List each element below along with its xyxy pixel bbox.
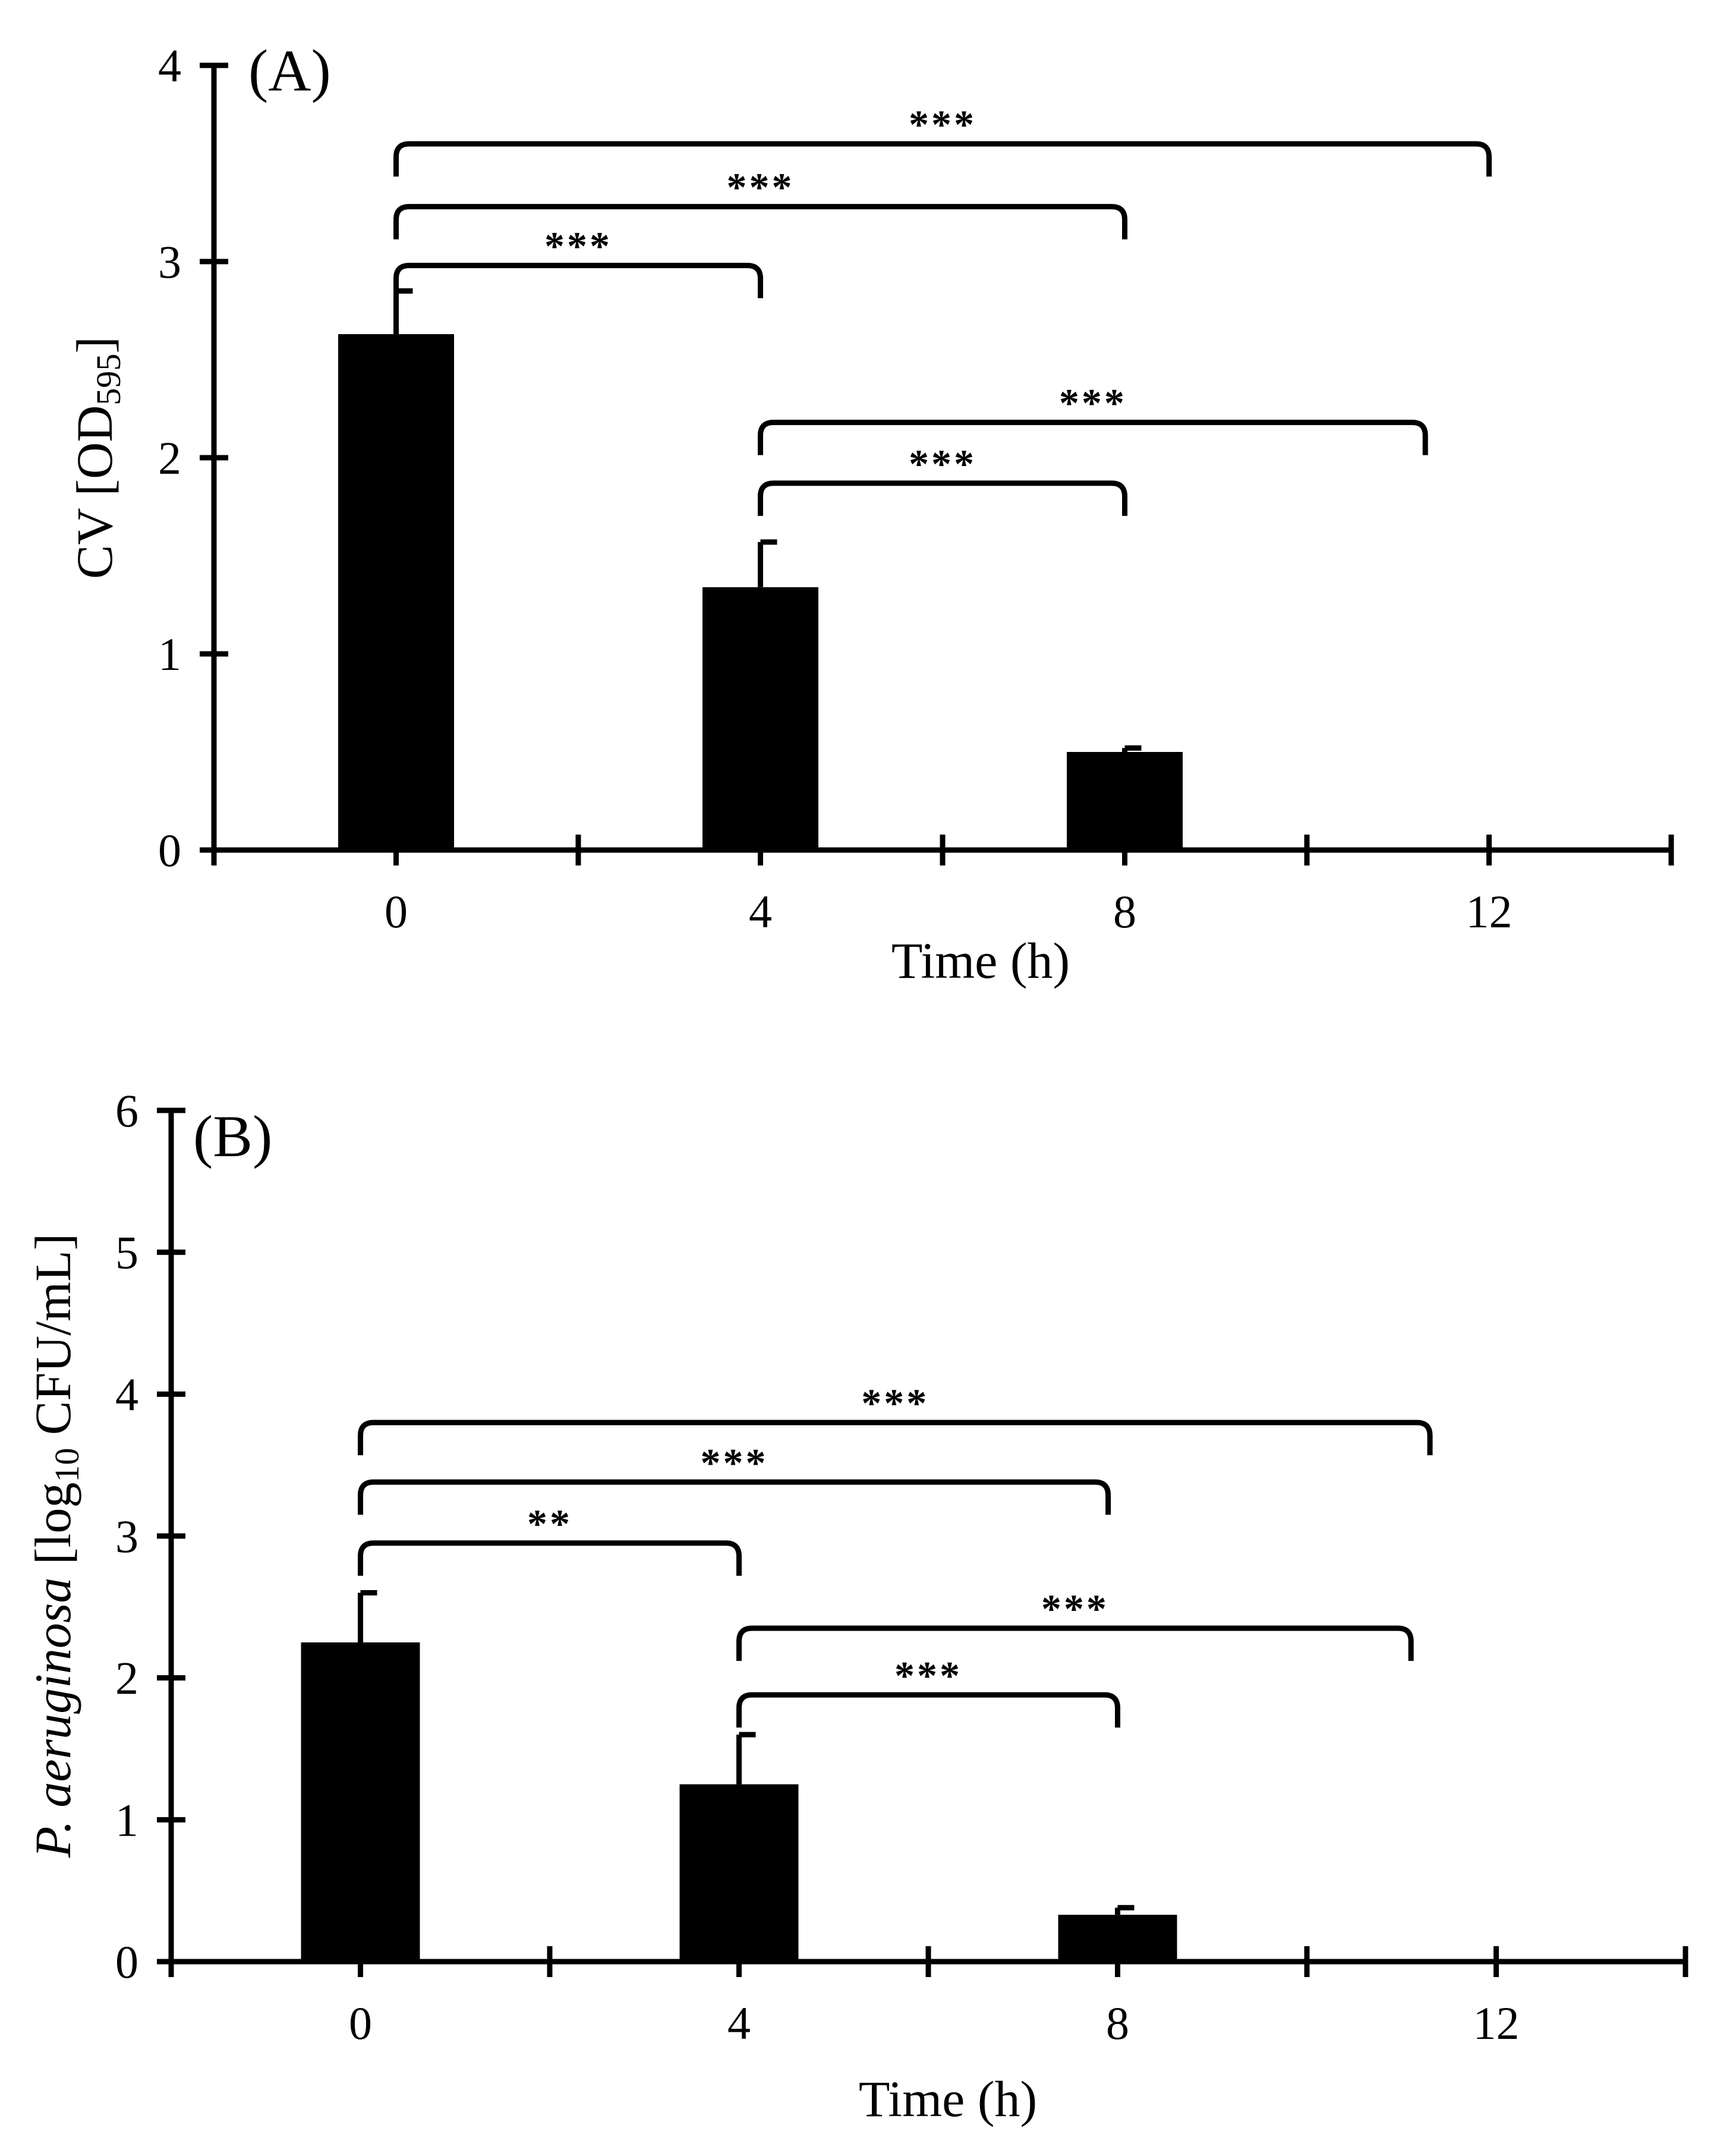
panel-a-x-tick-label-0: 0 (385, 886, 408, 937)
panel-b-significance-line-2 (358, 1479, 1111, 1515)
panel-a-significance-label-3: *** (544, 224, 612, 269)
panel-b-bar-0h (301, 1642, 420, 1962)
panel-b-significance-label-3: ** (527, 1501, 572, 1546)
panel-b-significance-bracket-1: *** (358, 1380, 1433, 1456)
panel-b-significance-line-4 (736, 1625, 1414, 1661)
panel-a-significance-bracket-1: *** (393, 102, 1492, 177)
panel-b-y-tick-label-2: 2 (115, 1653, 138, 1704)
panel-b-significance-line-3 (358, 1540, 742, 1576)
panel-a-y-tick-label-4: 4 (158, 40, 181, 92)
panel-b-significance-bracket-2: *** (358, 1440, 1111, 1515)
panel-a-bar-4h (702, 587, 818, 850)
panel-a-y-tick-label-3: 3 (158, 236, 181, 288)
panel-b-label: (B) (193, 1103, 272, 1169)
panel-b-significance-line-1 (358, 1420, 1433, 1456)
panel-b-y-tick-label-5: 5 (115, 1227, 138, 1279)
panel-a-significance-label-5: *** (909, 441, 976, 486)
panel-a-error-bar-4h (758, 539, 777, 587)
panel-a-significance-line-5 (758, 480, 1127, 516)
panel-a-significance-label-4: *** (1059, 380, 1127, 426)
panel-b-significance-bracket-5: *** (736, 1653, 1120, 1728)
panel-a-bar-0h (338, 334, 454, 850)
panel-b-x-tick-label-8: 8 (1106, 1997, 1129, 2049)
panel-b-x-tick-label-0: 0 (349, 1997, 372, 2049)
panel-b-error-bar-4h (736, 1732, 756, 1784)
panel-a-bar-8h (1067, 752, 1183, 850)
panel-a-significance-line-1 (393, 141, 1492, 177)
panel-a-significance-bracket-5: *** (758, 441, 1127, 516)
panel-b-significance-label-5: *** (894, 1653, 962, 1698)
panel-b-y-tick-label-0: 0 (115, 1936, 138, 1988)
panel-b-y-tick-label-6: 6 (115, 1085, 138, 1137)
panel-b-error-bar-0h (358, 1590, 377, 1642)
panel-a-significance-bracket-4: *** (758, 380, 1428, 455)
panel-a-significance-bracket-2: *** (393, 165, 1127, 240)
panel-a-significance-line-2 (393, 204, 1127, 240)
panel-b-significance-line-5 (736, 1692, 1120, 1728)
panel-b-x-axis-title: Time (h) (859, 2070, 1037, 2127)
panel-b-significance-bracket-3: ** (358, 1501, 742, 1576)
panel-b-significance-label-2: *** (701, 1440, 768, 1485)
panel-b-bar-4h (679, 1784, 799, 1962)
panel-b-error-bar-8h (1115, 1905, 1135, 1915)
panel-b-significance-label-4: *** (1041, 1586, 1109, 1631)
panel-b-significance-label-1: *** (861, 1380, 929, 1425)
panel-a-y-axis-title: CV [OD595] (66, 336, 128, 579)
panel-a-x-axis-title: Time (h) (891, 932, 1070, 989)
panel-b-x-tick-label-12: 12 (1473, 1997, 1520, 2049)
panel-a-y-tick-label-0: 0 (158, 824, 181, 876)
panel-a-x-tick-label-8: 8 (1113, 886, 1136, 937)
panel-a-label: (A) (248, 37, 331, 103)
panel-a-y-tick-label-1: 1 (158, 628, 181, 680)
panel-b-y-tick-label-1: 1 (115, 1794, 138, 1846)
panel-a-error-bar-8h (1122, 745, 1142, 752)
panel-a-significance-line-4 (758, 420, 1428, 455)
panel-a-significance-label-1: *** (909, 102, 976, 147)
panel-a-significance-line-3 (393, 263, 763, 298)
panel-b-y-tick-label-4: 4 (115, 1368, 138, 1420)
panel-b-significance-bracket-4: *** (736, 1586, 1414, 1661)
panel-b-chart: (B) Time (h) P. aeruginosa [log10 CFU/mL… (24, 1085, 1688, 2127)
panel-b-y-axis-title: P. aeruginosa [log10 CFU/mL] (24, 1233, 86, 1858)
panel-b-y-tick-label-3: 3 (115, 1510, 138, 1562)
panel-a-x-tick-label-12: 12 (1466, 886, 1513, 937)
panel-a-significance-bracket-3: *** (393, 224, 763, 298)
panel-b-x-tick-label-4: 4 (727, 1997, 751, 2049)
panel-a-x-tick-label-4: 4 (749, 886, 772, 937)
panel-a-y-tick-label-2: 2 (158, 432, 181, 484)
panel-a-significance-label-2: *** (727, 165, 795, 210)
